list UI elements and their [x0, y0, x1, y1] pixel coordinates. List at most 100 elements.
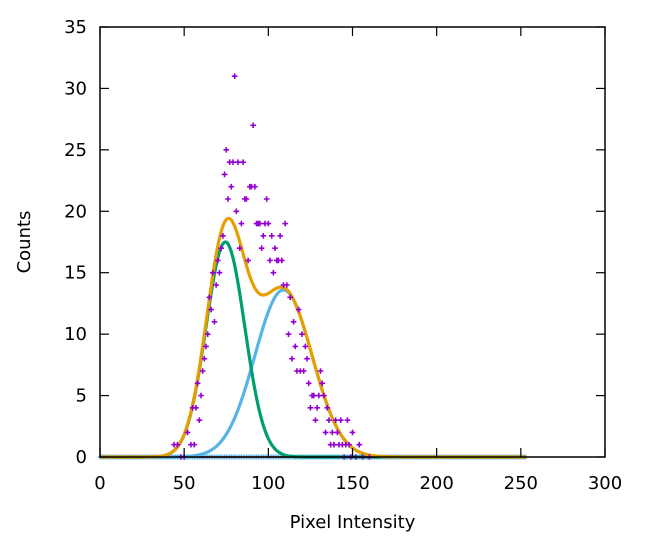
- x-tick-label: 300: [588, 473, 622, 494]
- y-tick-label: 10: [64, 324, 87, 345]
- y-tick-label: 5: [76, 386, 87, 407]
- x-tick-label: 150: [335, 473, 369, 494]
- series-layer: [97, 216, 529, 460]
- plot-frame: [99, 26, 606, 458]
- data-point: [334, 429, 341, 436]
- data-point: [260, 233, 267, 239]
- data-point: [230, 159, 236, 165]
- gaussian-sum-curve: [99, 216, 527, 459]
- data-point: [208, 306, 214, 313]
- data-point: [218, 245, 224, 251]
- data-point: [314, 405, 320, 411]
- data-point: [346, 441, 352, 448]
- gaussian-curve-1: [99, 240, 527, 459]
- data-point: [236, 245, 243, 251]
- data-point: [216, 269, 223, 276]
- data-point: [233, 208, 240, 215]
- data-point: [331, 441, 337, 448]
- data-point: [307, 405, 314, 411]
- data-point: [310, 392, 317, 399]
- data-point: [243, 196, 250, 202]
- data-point: [267, 257, 273, 264]
- data-point: [221, 171, 228, 178]
- x-tick-label: 50: [173, 473, 196, 494]
- data-point: [305, 380, 312, 387]
- data-point: [344, 417, 351, 423]
- data-point: [321, 392, 327, 399]
- y-tick-label: 15: [64, 263, 87, 284]
- data-point: [289, 355, 295, 362]
- data-point: [258, 245, 265, 251]
- y-tick-label: 30: [64, 78, 87, 99]
- data-point: [257, 220, 263, 227]
- data-point: [238, 220, 245, 227]
- data-point: [287, 294, 294, 301]
- data-point: [317, 368, 324, 374]
- data-point: [206, 294, 213, 301]
- data-point: [174, 441, 181, 448]
- data-point: [270, 269, 277, 276]
- y-tick-labels: 0 5 10 15 20 25 30 35: [64, 17, 87, 468]
- data-point: [304, 355, 310, 362]
- data-point: [322, 429, 329, 436]
- data-point: [203, 343, 209, 350]
- data-point: [282, 220, 288, 227]
- x-tick-label: 200: [419, 473, 453, 494]
- x-tick-labels: 0 50 100 150 200 250 300: [94, 473, 622, 494]
- data-point: [299, 331, 305, 337]
- data-point: [196, 417, 203, 423]
- data-point: [240, 159, 246, 165]
- data-point: [302, 343, 309, 350]
- data-point: [235, 159, 241, 165]
- data-point: [209, 269, 216, 276]
- data-point: [272, 245, 278, 251]
- data-point: [198, 392, 204, 399]
- data-point: [290, 319, 297, 325]
- data-point: [268, 233, 275, 239]
- plot-area: [97, 26, 606, 460]
- data-point: [228, 183, 235, 190]
- data-point: [319, 380, 325, 387]
- x-axis-title: Pixel Intensity: [290, 512, 416, 533]
- data-point: [337, 417, 344, 423]
- y-axis-title: Counts: [14, 211, 35, 274]
- data-point: [265, 220, 272, 227]
- y-tick-label: 35: [64, 17, 87, 38]
- x-tick-label: 0: [94, 473, 105, 494]
- data-point: [349, 429, 356, 436]
- data-point: [252, 183, 258, 190]
- data-point: [193, 405, 199, 411]
- y-tick-label: 25: [64, 140, 87, 161]
- x-tick-label: 250: [504, 473, 538, 494]
- data-point: [279, 257, 285, 264]
- x-tick-label: 100: [251, 473, 285, 494]
- data-point: [215, 257, 221, 264]
- data-point: [223, 147, 230, 153]
- data-point: [316, 392, 322, 399]
- data-point: [285, 331, 292, 337]
- data-point: [284, 282, 290, 288]
- data-point: [329, 429, 336, 436]
- data-point: [213, 282, 219, 288]
- axis-ticks: [99, 26, 606, 458]
- scatter-points: [171, 73, 373, 460]
- data-point: [324, 405, 331, 411]
- data-point: [201, 355, 208, 362]
- data-point: [191, 441, 198, 448]
- data-point: [263, 196, 270, 202]
- gaussian-curve-2: [99, 288, 527, 459]
- y-tick-label: 0: [76, 447, 87, 468]
- data-point: [231, 73, 238, 79]
- data-point: [356, 441, 363, 448]
- data-point: [250, 122, 256, 129]
- data-point: [245, 257, 251, 264]
- data-point: [204, 331, 211, 337]
- data-point: [225, 196, 231, 202]
- data-point: [220, 233, 226, 239]
- data-point: [326, 417, 332, 423]
- data-point: [199, 368, 206, 374]
- y-tick-label: 20: [64, 201, 87, 222]
- data-point: [184, 429, 191, 436]
- data-point: [211, 319, 218, 325]
- data-point: [312, 417, 319, 423]
